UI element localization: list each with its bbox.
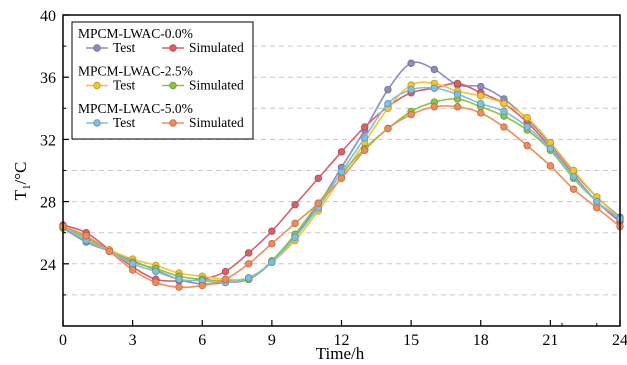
data-point [500,99,508,108]
legend-marker [93,119,101,127]
data-point [453,79,462,88]
x-tick-label: 3 [129,332,137,349]
data-point [453,103,462,111]
data-point [105,247,114,256]
data-point [477,99,485,108]
x-tick-label: 12 [334,332,350,349]
y-tick-label: 32 [40,132,56,149]
data-point [314,174,322,182]
legend-entry-label: Test [113,40,136,55]
data-point [291,233,299,242]
y-axis-title: T1/°C [11,162,33,201]
legend-entry-label: Test [113,115,136,130]
x-axis-title: Time/h [316,344,365,363]
data-point [337,148,346,156]
data-point [569,185,578,193]
data-point [152,278,160,287]
data-point [82,232,90,240]
data-point [407,59,415,67]
data-point [569,173,578,181]
data-point [244,274,253,282]
legend-marker [93,81,101,90]
data-point [477,92,485,100]
data-point [384,85,392,94]
y-tick-label: 36 [40,70,56,87]
legend: MPCM-LWAC-0.0%Test SimulatedMPCM-LWAC-2.5… [71,21,254,140]
data-point [593,204,601,212]
data-point [291,201,299,209]
data-point [500,123,508,131]
y-tick-label: 24 [40,257,56,274]
data-point [361,123,369,131]
x-tick-label: 15 [403,332,419,349]
y-tick-label: 28 [40,195,56,212]
legend-marker [169,119,177,127]
legend-entry-label: Test [113,78,136,93]
data-point [430,84,439,92]
data-point [477,82,485,91]
x-tick-label: 24 [612,332,627,349]
legend-marker [93,44,101,52]
data-point [407,85,415,94]
data-point [361,146,369,154]
data-point [384,124,392,133]
data-point [500,107,508,116]
data-point [546,138,555,147]
data-point [546,145,555,153]
y-axis-title-main: T [11,189,30,200]
x-tick-label: 0 [59,332,67,349]
data-point [407,110,415,119]
data-point [128,266,137,274]
x-tick-label: 18 [473,332,489,349]
data-point [430,65,439,74]
data-point [244,260,253,268]
x-tick-label: 21 [542,332,558,349]
data-point [175,275,183,284]
series-layer [59,59,624,291]
legend-marker [169,81,177,90]
data-point [593,197,601,206]
x-tick-label: 9 [268,332,276,349]
data-point [523,123,531,131]
data-point [337,174,346,182]
data-point [268,227,276,235]
data-point [198,281,206,290]
legend-marker [169,44,177,52]
data-point [128,260,137,268]
data-point [523,141,531,150]
y-axis-title-unit: /°C [11,162,30,185]
data-point [291,219,299,228]
legend-group-label: MPCM-LWAC-0.0% [78,26,193,41]
series-3-simulated [59,103,624,291]
data-point [523,113,531,122]
data-point [477,109,485,117]
y-axis-title-subscript: 1 [21,184,33,190]
legend-group-label: MPCM-LWAC-2.5% [78,64,193,79]
y-tick-label: 40 [40,8,56,25]
data-point [175,283,183,291]
data-point [453,90,462,99]
data-point [221,275,230,284]
legend-entry-label: Simulated [189,78,244,93]
data-point [268,239,276,248]
data-point [268,258,276,266]
legend-box [71,21,254,140]
data-point [384,99,392,108]
data-point [546,162,555,170]
data-point [152,267,160,276]
data-point [221,267,230,276]
data-point [430,103,439,111]
x-tick-label: 6 [198,332,206,349]
legend-entry-label: Simulated [189,40,244,55]
data-point [244,249,253,257]
legend-entry-label: Simulated [189,115,244,130]
legend-group-label: MPCM-LWAC-5.0% [78,101,193,116]
data-point [314,199,322,207]
data-point [361,134,369,142]
